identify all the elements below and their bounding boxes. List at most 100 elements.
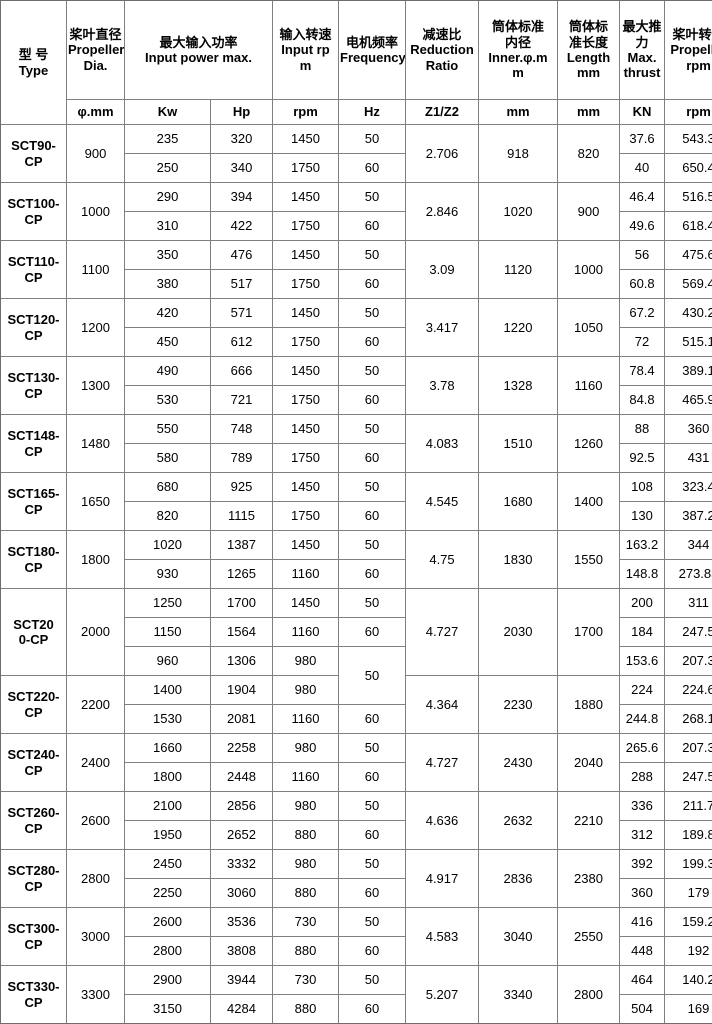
cell-model-type: SCT148-CP <box>1 415 67 473</box>
cell-model-type: SCT220-CP <box>1 676 67 734</box>
cell-standard-length: 2550 <box>558 908 620 966</box>
cell-input-power-hp: 517 <box>211 270 273 299</box>
cell-motor-frequency: 60 <box>339 560 406 589</box>
cell-input-rpm: 1750 <box>273 212 339 241</box>
cell-motor-frequency: 50 <box>339 966 406 995</box>
cell-model-type: SCT90-CP <box>1 125 67 183</box>
cell-max-thrust: 464 <box>620 966 665 995</box>
cell-propeller-diameter: 1650 <box>67 473 125 531</box>
cell-input-power-hp: 340 <box>211 154 273 183</box>
cell-input-rpm: 1160 <box>273 705 339 734</box>
cell-motor-frequency: 50 <box>339 647 406 705</box>
cell-propeller-diameter: 2800 <box>67 850 125 908</box>
cell-propeller-rpm: 569.4 <box>665 270 712 299</box>
cell-propeller-rpm: 199.3 <box>665 850 712 879</box>
cell-motor-frequency: 60 <box>339 502 406 531</box>
cell-input-power-kw: 1400 <box>125 676 211 705</box>
cell-input-rpm: 1750 <box>273 444 339 473</box>
cell-reduction-ratio: 4.545 <box>406 473 479 531</box>
cell-input-power-kw: 2450 <box>125 850 211 879</box>
cell-motor-frequency: 50 <box>339 241 406 270</box>
cell-input-power-hp: 476 <box>211 241 273 270</box>
cell-propeller-rpm: 465.9 <box>665 386 712 415</box>
cell-standard-length: 2210 <box>558 792 620 850</box>
cell-input-power-kw: 1530 <box>125 705 211 734</box>
cell-input-power-kw: 490 <box>125 357 211 386</box>
cell-standard-length: 1400 <box>558 473 620 531</box>
cell-input-power-kw: 2800 <box>125 937 211 966</box>
cell-reduction-ratio: 4.75 <box>406 531 479 589</box>
cell-input-power-hp: 3808 <box>211 937 273 966</box>
model-type-line1: SCT90- <box>11 138 56 153</box>
header-reduction-ratio: 减速比 Reduction Ratio <box>406 1 479 100</box>
cell-propeller-diameter: 1300 <box>67 357 125 415</box>
cell-reduction-ratio: 4.636 <box>406 792 479 850</box>
header-propeller-diameter: 桨叶直径 Propeller Dia. <box>67 1 125 100</box>
cell-max-thrust: 92.5 <box>620 444 665 473</box>
cell-input-rpm: 1450 <box>273 415 339 444</box>
cell-standard-length: 2380 <box>558 850 620 908</box>
model-type-line1: SCT20 <box>13 617 53 632</box>
cell-standard-length: 1260 <box>558 415 620 473</box>
cell-propeller-rpm: 268.1 <box>665 705 712 734</box>
model-type-line1: SCT148- <box>7 428 59 443</box>
cell-input-power-kw: 530 <box>125 386 211 415</box>
cell-input-power-kw: 350 <box>125 241 211 270</box>
model-type-line2: CP <box>24 995 42 1010</box>
unit-ratio: Z1/Z2 <box>406 100 479 125</box>
cell-input-power-kw: 580 <box>125 444 211 473</box>
cell-standard-length: 1160 <box>558 357 620 415</box>
cell-input-power-kw: 1020 <box>125 531 211 560</box>
cell-input-power-kw: 380 <box>125 270 211 299</box>
cell-input-rpm: 1450 <box>273 125 339 154</box>
header-propeller-rpm: 桨叶转速 Propeller rpm <box>665 1 712 100</box>
model-type-line1: SCT165- <box>7 486 59 501</box>
cell-max-thrust: 312 <box>620 821 665 850</box>
model-type-line1: SCT300- <box>7 921 59 936</box>
cell-input-rpm: 1450 <box>273 183 339 212</box>
cell-input-power-kw: 250 <box>125 154 211 183</box>
model-type-line1: SCT260- <box>7 805 59 820</box>
cell-input-power-kw: 2100 <box>125 792 211 821</box>
cell-inner-diameter: 1020 <box>479 183 558 241</box>
cell-input-power-hp: 3944 <box>211 966 273 995</box>
cell-model-type: SCT280-CP <box>1 850 67 908</box>
header-input-power-max: 最大输入功率 Input power max. <box>125 1 273 100</box>
cell-input-power-kw: 1950 <box>125 821 211 850</box>
cell-input-rpm: 730 <box>273 908 339 937</box>
model-type-line2: CP <box>24 270 42 285</box>
cell-motor-frequency: 50 <box>339 357 406 386</box>
model-type-line1: SCT220- <box>7 689 59 704</box>
model-type-line2: 0-CP <box>19 632 49 647</box>
cell-motor-frequency: 50 <box>339 589 406 618</box>
cell-propeller-diameter: 1480 <box>67 415 125 473</box>
cell-input-rpm: 1160 <box>273 763 339 792</box>
cell-propeller-rpm: 211.7 <box>665 792 712 821</box>
cell-inner-diameter: 1328 <box>479 357 558 415</box>
cell-standard-length: 900 <box>558 183 620 241</box>
model-type-line2: CP <box>24 386 42 401</box>
header-motor-frequency: 电机频率 Frequency <box>339 1 406 100</box>
cell-inner-diameter: 2836 <box>479 850 558 908</box>
unit-inner-mm: mm <box>479 100 558 125</box>
header-row-titles: 型 号 Type 桨叶直径 Propeller Dia. 最大输入功率 Inpu… <box>1 1 712 100</box>
cell-max-thrust: 288 <box>620 763 665 792</box>
cell-propeller-rpm: 207.3 <box>665 647 712 676</box>
cell-standard-length: 1000 <box>558 241 620 299</box>
cell-model-type: SCT260-CP <box>1 792 67 850</box>
cell-propeller-diameter: 2200 <box>67 676 125 734</box>
cell-max-thrust: 46.4 <box>620 183 665 212</box>
cell-input-power-hp: 1564 <box>211 618 273 647</box>
cell-input-power-kw: 960 <box>125 647 211 676</box>
cell-input-power-hp: 748 <box>211 415 273 444</box>
cell-input-rpm: 880 <box>273 995 339 1024</box>
cell-input-rpm: 1450 <box>273 299 339 328</box>
